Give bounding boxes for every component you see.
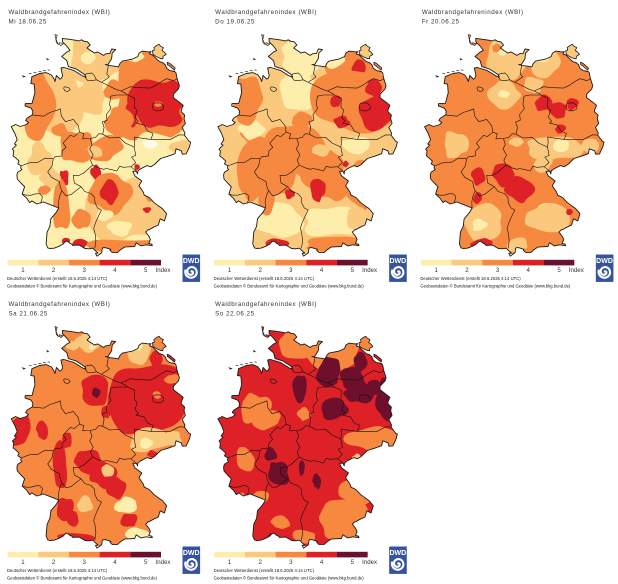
svg-text:5: 5 [144, 559, 148, 566]
svg-text:Deutscher Wetterdienst (erstel: Deutscher Wetterdienst (erstellt 18.6.20… [420, 276, 521, 281]
svg-text:Geobasisdaten © Bundesamt für: Geobasisdaten © Bundesamt für Kartograph… [214, 283, 365, 288]
svg-text:Deutscher Wetterdienst (erstel: Deutscher Wetterdienst (erstellt 18.6.20… [7, 276, 108, 281]
svg-text:Geobasisdaten © Bundesamt für: Geobasisdaten © Bundesamt für Kartograph… [214, 575, 365, 580]
svg-text:Index: Index [156, 267, 171, 274]
svg-text:2: 2 [259, 267, 263, 274]
svg-text:Deutscher Wetterdienst (erstel: Deutscher Wetterdienst (erstellt 18.6.20… [7, 568, 108, 573]
svg-text:5: 5 [351, 267, 355, 274]
svg-text:Geobasisdaten © Bundesamt für: Geobasisdaten © Bundesamt für Kartograph… [7, 575, 158, 580]
svg-text:2: 2 [259, 559, 263, 566]
svg-text:Index: Index [156, 559, 171, 566]
svg-text:DWD: DWD [596, 258, 613, 265]
svg-text:5: 5 [351, 559, 355, 566]
svg-text:DWD: DWD [390, 258, 407, 265]
svg-text:2: 2 [52, 559, 56, 566]
svg-text:1: 1 [228, 559, 232, 566]
svg-text:Mi 18.06.25: Mi 18.06.25 [9, 19, 47, 26]
svg-text:DWD: DWD [183, 550, 200, 557]
svg-text:DWD: DWD [183, 258, 200, 265]
svg-text:5: 5 [557, 267, 561, 274]
svg-text:Deutscher Wetterdienst (erstel: Deutscher Wetterdienst (erstellt 18.6.20… [214, 276, 315, 281]
svg-text:Sa 21.06.25: Sa 21.06.25 [9, 311, 48, 318]
svg-text:Geobasisdaten © Bundesamt für: Geobasisdaten © Bundesamt für Kartograph… [420, 283, 571, 288]
svg-text:Index: Index [362, 267, 377, 274]
svg-text:4: 4 [320, 559, 324, 566]
svg-text:So 22.06.25: So 22.06.25 [215, 311, 254, 318]
svg-text:DWD: DWD [390, 550, 407, 557]
svg-text:Fr 20.06.25: Fr 20.06.25 [422, 19, 460, 26]
svg-text:Waldbrandgefahrenindex (WBI): Waldbrandgefahrenindex (WBI) [215, 9, 317, 16]
svg-text:1: 1 [435, 267, 439, 274]
svg-text:2: 2 [52, 267, 56, 274]
svg-text:Waldbrandgefahrenindex (WBI): Waldbrandgefahrenindex (WBI) [215, 301, 317, 308]
svg-text:Do 19.06.25: Do 19.06.25 [215, 19, 255, 26]
svg-text:Index: Index [362, 559, 377, 566]
svg-text:Deutscher Wetterdienst (erstel: Deutscher Wetterdienst (erstellt 18.6.20… [214, 568, 315, 573]
svg-text:3: 3 [289, 559, 293, 566]
svg-text:3: 3 [289, 267, 293, 274]
svg-text:5: 5 [144, 267, 148, 274]
svg-text:1: 1 [21, 267, 25, 274]
svg-text:2: 2 [465, 267, 469, 274]
svg-text:4: 4 [527, 267, 531, 274]
svg-text:3: 3 [83, 559, 87, 566]
svg-text:1: 1 [21, 559, 25, 566]
svg-text:Waldbrandgefahrenindex (WBI): Waldbrandgefahrenindex (WBI) [9, 301, 111, 308]
svg-text:4: 4 [113, 559, 117, 566]
svg-text:4: 4 [320, 267, 324, 274]
svg-text:Waldbrandgefahrenindex (WBI): Waldbrandgefahrenindex (WBI) [9, 9, 111, 16]
svg-text:3: 3 [83, 267, 87, 274]
svg-text:Geobasisdaten © Bundesamt für: Geobasisdaten © Bundesamt für Kartograph… [7, 283, 158, 288]
svg-text:3: 3 [496, 267, 500, 274]
svg-text:4: 4 [113, 267, 117, 274]
svg-text:Waldbrandgefahrenindex (WBI): Waldbrandgefahrenindex (WBI) [422, 9, 524, 16]
svg-text:Index: Index [569, 267, 584, 274]
svg-text:1: 1 [228, 267, 232, 274]
